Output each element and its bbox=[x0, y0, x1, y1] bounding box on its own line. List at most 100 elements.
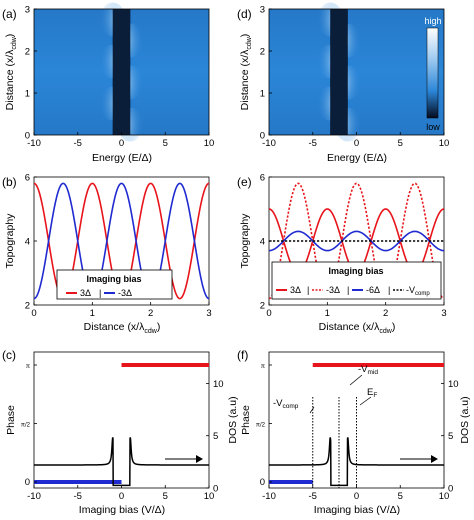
y-tick-label: 1 bbox=[25, 89, 30, 100]
legend-entry: 3Δ bbox=[290, 285, 301, 295]
gap-region bbox=[112, 9, 131, 135]
legend-entry-3delta: 3Δ bbox=[80, 288, 91, 298]
y-tick-label: 0 bbox=[25, 131, 30, 142]
legend-entry: -3Δ bbox=[326, 285, 340, 295]
y-tick-label: 3 bbox=[25, 5, 30, 16]
panel-letter: (c) bbox=[2, 348, 16, 362]
svg-text:|: | bbox=[347, 285, 349, 295]
x-tick-label: 3 bbox=[206, 308, 211, 319]
x-tick-label: 5 bbox=[163, 138, 168, 149]
y-right-tick-label: 5 bbox=[213, 431, 218, 442]
legend-entry: -6Δ bbox=[366, 285, 380, 295]
panel-letter: (e) bbox=[237, 175, 252, 189]
x-tick-label: 0 bbox=[266, 308, 271, 319]
y-right-tick-label: 0 bbox=[213, 484, 218, 495]
y-right-tick-label: 0 bbox=[448, 484, 453, 495]
svg-text:|: | bbox=[307, 285, 309, 295]
series-line-1 bbox=[268, 182, 445, 300]
legend-box bbox=[56, 269, 173, 300]
dos-curve bbox=[269, 437, 444, 487]
x-axis-label: Distance (x/λcdw) bbox=[319, 321, 396, 335]
colorbar-high-label: high bbox=[424, 16, 441, 26]
x-tick-label: -10 bbox=[27, 138, 41, 149]
y-right-tick-label: 5 bbox=[448, 431, 453, 442]
x-axis-label: Imaging bias (V/Δ) bbox=[314, 504, 400, 516]
y-tick-label: 2 bbox=[260, 47, 265, 58]
series-line-1 bbox=[33, 182, 210, 300]
annotation-vcomp: -Vcomp bbox=[273, 398, 299, 410]
y-tick-label: 0 bbox=[260, 477, 265, 488]
colorbar bbox=[426, 27, 439, 119]
y-tick-label: 4 bbox=[25, 237, 30, 248]
y-tick-label: 2 bbox=[25, 47, 30, 58]
x-tick-label: 10 bbox=[439, 491, 450, 502]
annotation-vmid: -Vmid bbox=[358, 364, 378, 376]
x-tick-label: 2 bbox=[383, 308, 388, 319]
panel-letter: (d) bbox=[237, 7, 252, 21]
legend-title: Imaging bias bbox=[328, 266, 383, 276]
x-tick-label: -10 bbox=[27, 491, 41, 502]
x-tick-label: -10 bbox=[262, 491, 276, 502]
panel-a: (a) -10 -5 0 5 10 0 1 2 3 Energy (E/Δ) Distance … bbox=[2, 2, 215, 164]
y-axis-label: Phase bbox=[5, 405, 17, 435]
annotation-ef: EF bbox=[367, 387, 377, 399]
arrow-right-icon bbox=[196, 455, 203, 463]
legend-entry-neg3delta: -3Δ bbox=[118, 288, 132, 298]
x-tick-label: 5 bbox=[163, 491, 168, 502]
heatmap bbox=[34, 2, 209, 142]
panel-b: (b) 0 1 2 3 2 4 6 Imaging bias 3Δ | -3Δ Distan… bbox=[2, 173, 212, 336]
y-right-tick-label: 10 bbox=[213, 379, 224, 390]
y-tick-label: π bbox=[261, 364, 265, 370]
y-axis-label: Distance (x/λcdw) bbox=[239, 34, 253, 111]
panel-letter: (b) bbox=[2, 175, 17, 189]
y-axis-label: Topography bbox=[4, 213, 16, 269]
x-axis-label: Energy (E/Δ) bbox=[92, 152, 152, 164]
gap-region bbox=[330, 9, 348, 135]
x-tick-label: -5 bbox=[74, 491, 82, 502]
x-tick-label: 0 bbox=[354, 138, 359, 149]
y-tick-label: 1 bbox=[260, 89, 265, 100]
y-tick-label: 6 bbox=[260, 173, 265, 184]
y-axis-label: Phase bbox=[240, 405, 252, 435]
heatmap bbox=[269, 2, 444, 142]
y-tick-label: 0 bbox=[25, 477, 30, 488]
x-tick-label: 0 bbox=[119, 138, 124, 149]
x-tick-label: 1 bbox=[325, 308, 330, 319]
y-tick-label: 2 bbox=[260, 301, 265, 312]
panel-letter: (a) bbox=[2, 7, 17, 21]
y-tick-label: 3 bbox=[260, 5, 265, 16]
x-tick-label: 3 bbox=[441, 308, 446, 319]
y-right-tick-label: 10 bbox=[448, 379, 459, 390]
x-tick-label: 10 bbox=[204, 491, 215, 502]
series-line-2 bbox=[268, 230, 445, 252]
x-tick-label: -5 bbox=[74, 138, 82, 149]
y-axis-right-label: DOS (a.u) bbox=[227, 396, 239, 443]
svg-text:|: | bbox=[388, 285, 390, 295]
x-tick-label: 0 bbox=[31, 308, 36, 319]
y-axis-label: Distance (x/λcdw) bbox=[4, 34, 18, 111]
x-tick-label: -5 bbox=[309, 138, 317, 149]
x-tick-label: -5 bbox=[309, 491, 317, 502]
legend-title: Imaging bias bbox=[86, 274, 141, 284]
x-tick-label: 1 bbox=[90, 308, 95, 319]
y-axis-right-label: DOS (a.u) bbox=[459, 396, 471, 443]
y-tick-label: 0 bbox=[260, 131, 265, 142]
y-tick-label: 4 bbox=[260, 237, 265, 248]
svg-text:|: | bbox=[99, 288, 101, 298]
arrow-right-icon bbox=[431, 455, 438, 463]
colorbar-low-label: low bbox=[426, 122, 440, 132]
y-tick-label: π bbox=[26, 364, 30, 370]
x-tick-label: 0 bbox=[354, 491, 359, 502]
x-tick-label: 10 bbox=[204, 138, 215, 149]
y-tick-label: 6 bbox=[25, 173, 30, 184]
x-tick-label: -10 bbox=[262, 138, 276, 149]
x-tick-label: 5 bbox=[398, 491, 403, 502]
x-tick-label: 0 bbox=[119, 491, 124, 502]
x-axis-label: Imaging bias (V/Δ) bbox=[79, 504, 165, 516]
x-axis-label: Energy (E/Δ) bbox=[327, 152, 387, 164]
y-tick-label: π/2 bbox=[256, 423, 266, 429]
